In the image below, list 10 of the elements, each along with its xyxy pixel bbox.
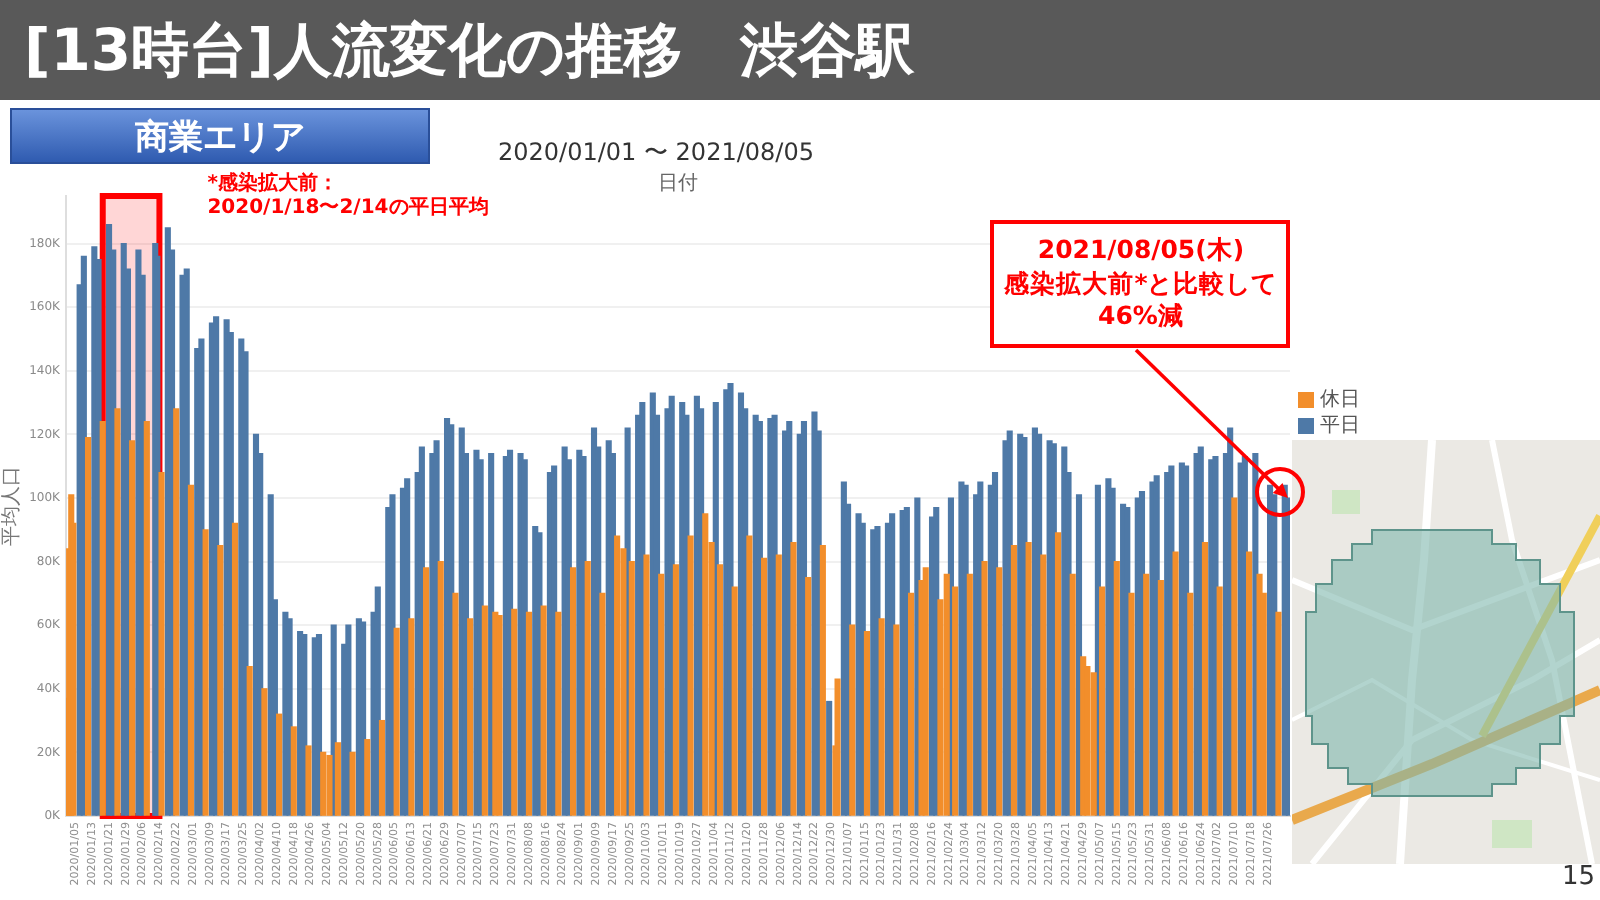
annotation: 2021/08/05(木) 感染拡大前*と比較して 46%減: [990, 220, 1291, 348]
text: 商業エリア: [10, 108, 430, 164]
chart-title: [13時台]人流変化の推移 渋谷駅: [24, 14, 914, 88]
text: 15: [1562, 862, 1596, 892]
legend-label: 休日: [1320, 389, 1360, 412]
chart-subtitle: 2020/01/01 〜 2021/08/05: [498, 138, 814, 168]
legend-label: 平日: [1320, 415, 1360, 438]
x-axis-title: 日付: [658, 173, 698, 196]
y-axis-title: 平均人口: [0, 466, 24, 546]
band-label: *感染拡大前： 2020/1/18〜2/14の平日平均: [207, 171, 489, 220]
